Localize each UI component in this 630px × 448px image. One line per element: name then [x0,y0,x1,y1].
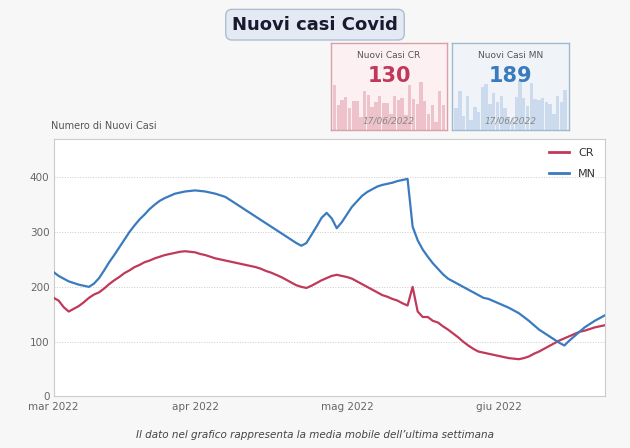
Bar [522,98,525,130]
Bar [477,112,480,130]
Bar [484,84,488,130]
Legend: CR, MN: CR, MN [546,144,599,182]
Bar [503,108,507,130]
Bar [563,90,567,130]
Bar [386,103,389,130]
Bar [348,108,352,130]
Bar [333,85,336,130]
Text: Il dato nel grafico rappresenta la media mobile dell’ultima settimana: Il dato nel grafico rappresenta la media… [136,430,494,440]
Bar [526,106,529,130]
Bar [518,80,522,130]
Bar [530,83,533,130]
Bar [389,114,392,130]
Bar [442,105,445,130]
Bar [427,114,430,130]
Text: 130: 130 [367,66,411,86]
Bar [496,103,499,130]
Bar [430,104,434,130]
Bar [378,96,381,130]
Bar [401,98,404,130]
Bar [412,99,415,130]
Bar [374,103,377,130]
Bar [552,114,556,130]
Bar [367,95,370,130]
Bar [352,101,355,130]
Bar [344,97,348,130]
Bar [408,86,411,130]
Bar [438,91,442,130]
Text: Nuovi casi Covid: Nuovi casi Covid [232,16,398,34]
Bar [556,96,559,130]
Bar [434,122,438,130]
Bar [458,91,462,130]
Bar [416,104,419,130]
Bar [359,117,362,130]
Bar [363,91,366,130]
Bar [423,101,427,130]
Bar [355,101,358,130]
Bar [454,108,458,130]
Bar [537,100,541,130]
Bar [336,105,340,130]
Bar [473,107,476,130]
Bar [507,117,510,130]
Bar [541,99,544,130]
Bar [492,93,495,130]
Bar [420,82,423,130]
Bar [469,120,473,130]
Text: Nuovi Casi MN: Nuovi Casi MN [478,51,543,60]
Bar [397,99,400,130]
Text: Nuovi Casi CR: Nuovi Casi CR [357,51,421,60]
Bar [370,107,374,130]
Bar [515,97,518,130]
Bar [545,102,548,130]
Bar [488,104,491,130]
Bar [481,87,484,130]
Bar [340,100,344,130]
Bar [559,102,563,130]
Text: 17/06/2022: 17/06/2022 [484,116,537,125]
Text: 189: 189 [489,66,532,86]
Bar [462,116,466,130]
Bar [534,99,537,130]
Bar [500,95,503,130]
Bar [548,103,552,130]
Bar [466,96,469,130]
Text: Numero di Nuovi Casi: Numero di Nuovi Casi [51,121,156,131]
Bar [393,95,396,130]
Bar [382,103,385,130]
Text: 17/06/2022: 17/06/2022 [363,116,415,125]
Bar [511,118,514,130]
Bar [404,115,408,130]
